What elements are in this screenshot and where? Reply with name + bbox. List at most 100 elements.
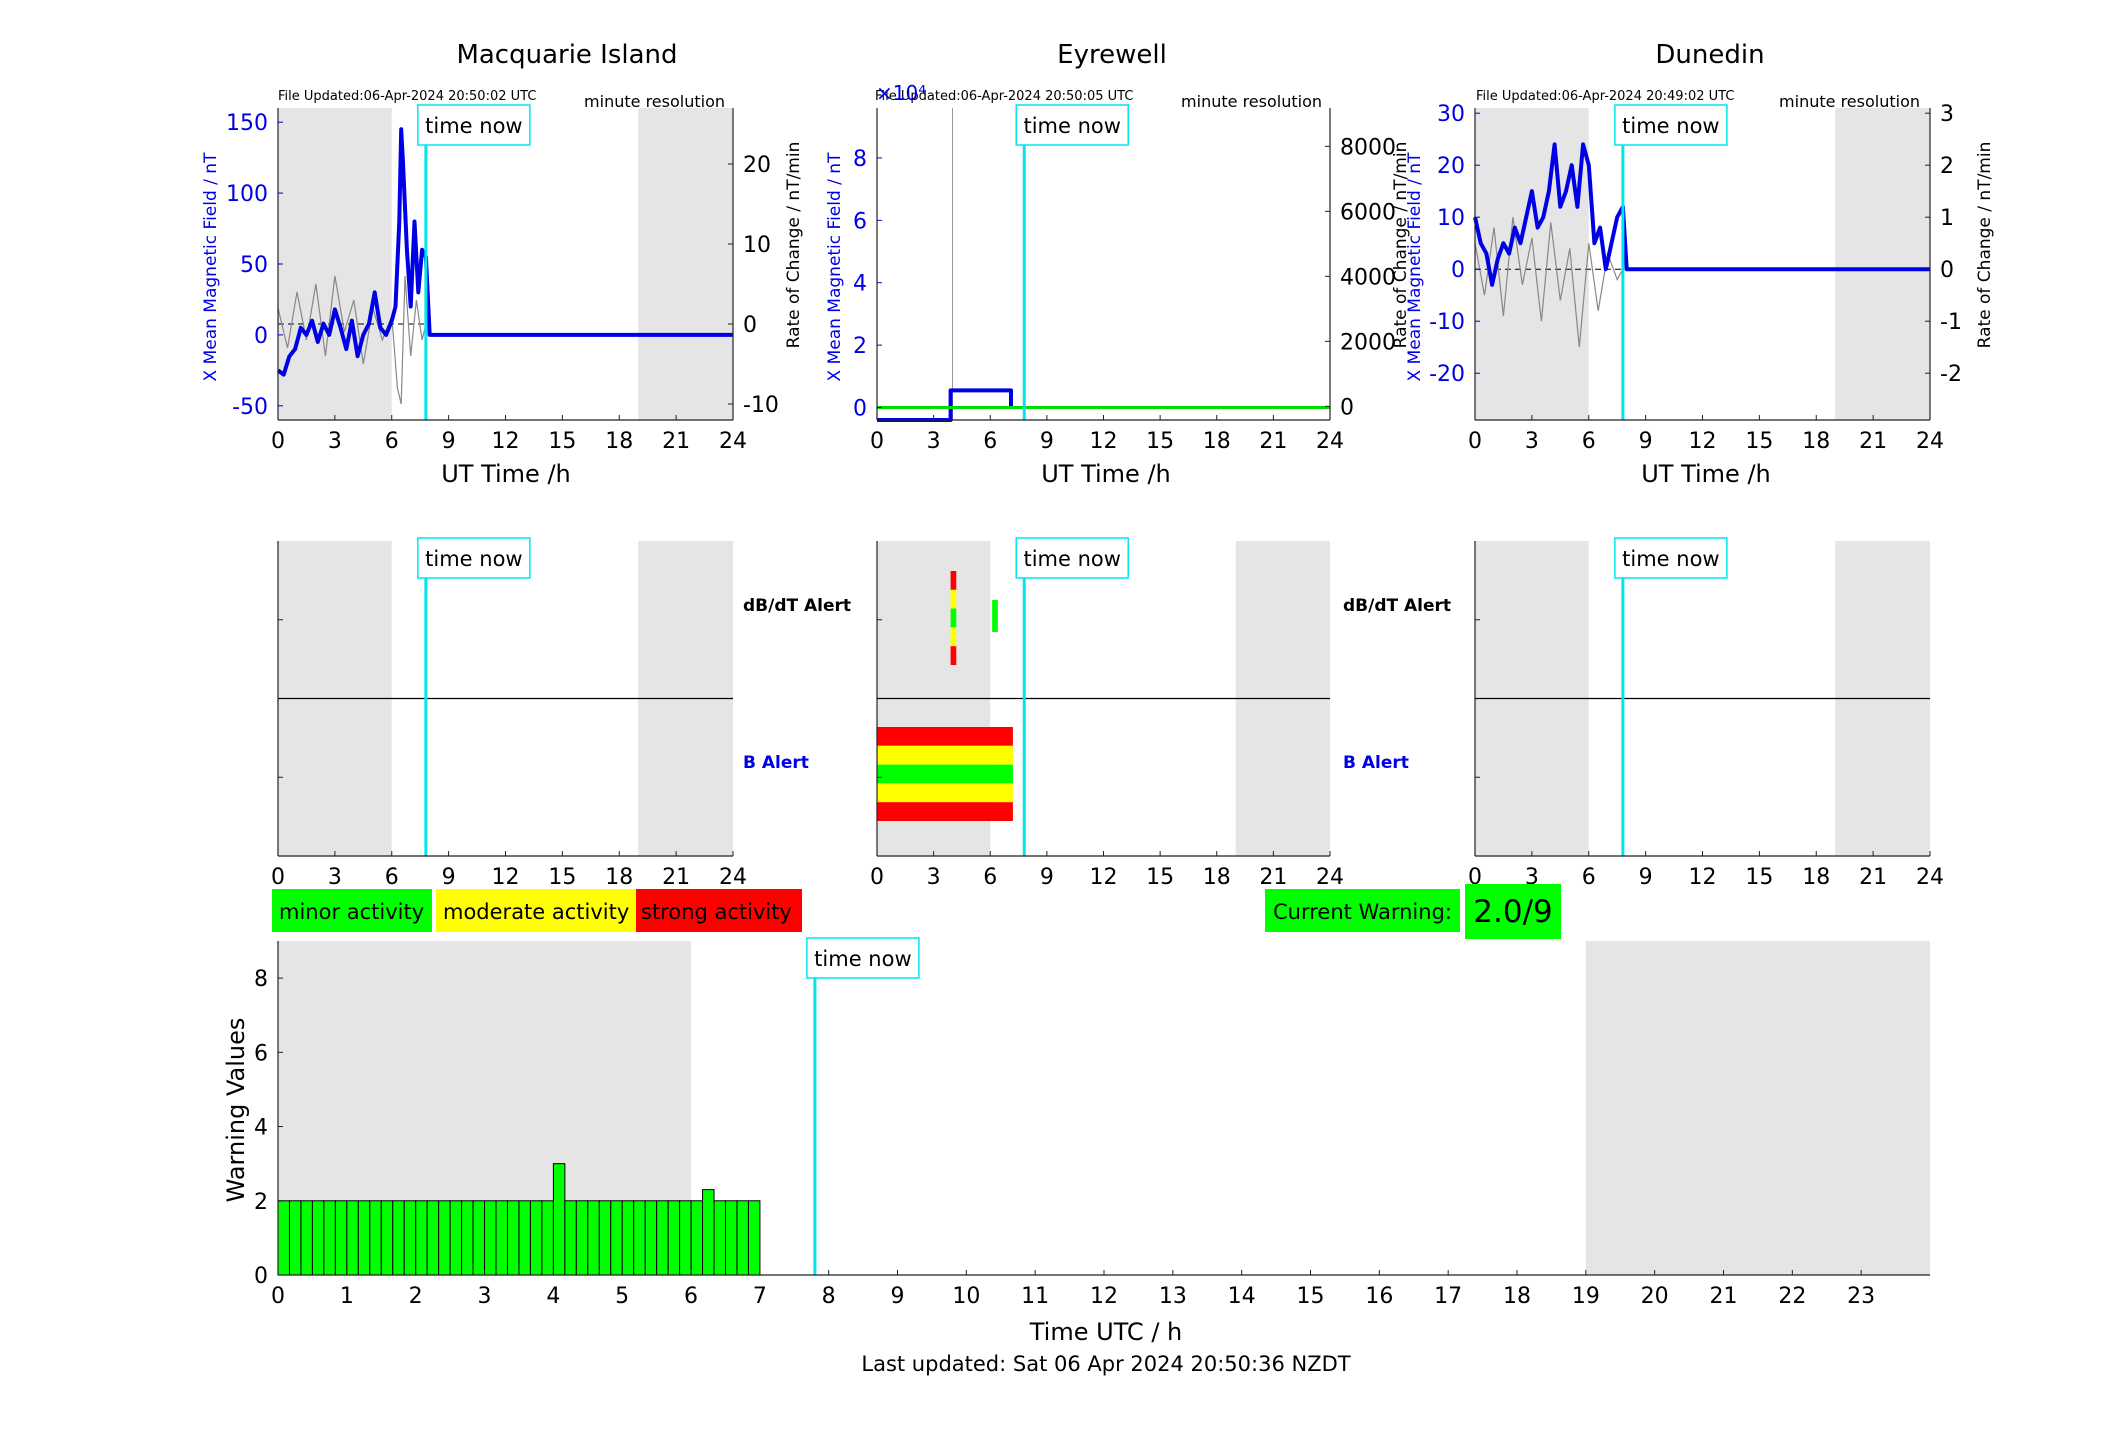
warning-bar-10 bbox=[392, 1200, 405, 1276]
xtick-label-alert-dunedin-4: 12 bbox=[1689, 865, 1717, 890]
time-now-box-macquarie bbox=[417, 104, 531, 146]
bottom-ytick-label-3: 6 bbox=[254, 1041, 268, 1066]
rate-series-dunedin bbox=[1474, 217, 1624, 348]
xtick-label-alert-macquarie-4: 12 bbox=[492, 865, 520, 890]
warning-bar-31 bbox=[633, 1200, 646, 1276]
y2tick-label-dunedin-2: 0 bbox=[1940, 258, 1954, 283]
xtick-label-alert-dunedin-3: 9 bbox=[1639, 865, 1653, 890]
xtick-label-top-dunedin-5: 15 bbox=[1745, 429, 1773, 454]
y2tick-label-macquarie-3: 20 bbox=[743, 153, 771, 178]
time-now-box-dunedin bbox=[1614, 104, 1728, 146]
ytick-label-dunedin-4: 20 bbox=[1437, 154, 1465, 179]
xtick-label-top-eyrewell-0: 0 bbox=[870, 429, 884, 454]
xtick-label-alert-macquarie-1: 3 bbox=[328, 865, 342, 890]
xtick-label-top-dunedin-6: 18 bbox=[1802, 429, 1830, 454]
xtick-label-alert-dunedin-8: 24 bbox=[1916, 865, 1944, 890]
resolution-dunedin: minute resolution bbox=[1779, 92, 1920, 111]
bottom-xtick-label-7: 7 bbox=[753, 1284, 767, 1309]
dbdt-alert-eyrewell-0-4 bbox=[950, 646, 957, 665]
xtick-label-alert-eyrewell-6: 18 bbox=[1203, 865, 1231, 890]
time-now-label-dunedin: time now bbox=[1622, 114, 1719, 138]
warning-bar-17 bbox=[472, 1200, 486, 1276]
legend-strong-label: strong activity bbox=[641, 900, 792, 924]
ytick-label-macquarie-2: 50 bbox=[240, 253, 268, 278]
bottom-ytick-label-2: 4 bbox=[254, 1116, 268, 1141]
xtick-label-top-macquarie-2: 6 bbox=[385, 429, 399, 454]
bottom-xtick-label-18: 18 bbox=[1503, 1284, 1531, 1309]
xtick-label-top-dunedin-8: 24 bbox=[1916, 429, 1944, 454]
resolution-eyrewell: minute resolution bbox=[1181, 92, 1322, 111]
ylabel-left-eyrewell: X Mean Magnetic Field / nT bbox=[825, 152, 845, 382]
xtick-label-top-macquarie-5: 15 bbox=[548, 429, 576, 454]
ytick-label-macquarie-0: -50 bbox=[232, 395, 268, 420]
legend-minor-swatch bbox=[272, 889, 432, 932]
bottom-xtick-label-23: 23 bbox=[1847, 1284, 1875, 1309]
station-title-eyrewell: Eyrewell bbox=[1057, 40, 1167, 70]
xtick-label-alert-eyrewell-2: 6 bbox=[983, 865, 997, 890]
xtick-label-alert-macquarie-8: 24 bbox=[719, 865, 747, 890]
dbdt-alert-label-macquarie: dB/dT Alert bbox=[743, 596, 851, 616]
xtick-label-alert-dunedin-1: 3 bbox=[1525, 865, 1539, 890]
legend-strong-swatch bbox=[636, 889, 802, 932]
warning-bar-19 bbox=[495, 1200, 508, 1276]
warning-bar-0 bbox=[277, 1200, 290, 1276]
ytick-label-macquarie-1: 0 bbox=[254, 324, 268, 349]
warning-bar-34 bbox=[667, 1200, 681, 1276]
warning-bar-37 bbox=[702, 1189, 715, 1276]
y2tick-label-dunedin-0: -2 bbox=[1940, 362, 1962, 387]
dbdt-alert-eyrewell-0-0 bbox=[950, 571, 957, 590]
dbdt-alert-eyrewell-0-1 bbox=[950, 589, 957, 609]
warning-bar-12 bbox=[415, 1200, 428, 1276]
ylabel-left-macquarie: X Mean Magnetic Field / nT bbox=[201, 152, 221, 382]
b-alert-eyrewell-0-1 bbox=[877, 745, 1013, 765]
current-warning-value-box bbox=[1465, 884, 1561, 939]
ytick-label-dunedin-2: 0 bbox=[1451, 258, 1465, 283]
warning-bar-14 bbox=[438, 1200, 451, 1276]
xtick-label-alert-dunedin-0: 0 bbox=[1468, 865, 1482, 890]
xtick-label-alert-eyrewell-5: 15 bbox=[1146, 865, 1174, 890]
field-series-eyrewell-0 bbox=[877, 388, 1013, 422]
xtick-label-top-macquarie-6: 18 bbox=[605, 429, 633, 454]
y2tick-label-eyrewell-0: 0 bbox=[1340, 395, 1354, 420]
bottom-ytick-label-0: 0 bbox=[254, 1264, 268, 1289]
xlabel-dunedin: UT Time /h bbox=[1641, 460, 1771, 488]
night-shade-bottom-1 bbox=[1585, 941, 1930, 1275]
warning-bar-2 bbox=[300, 1200, 313, 1276]
legend-moderate-swatch bbox=[436, 889, 636, 932]
bottom-xtick-label-2: 2 bbox=[409, 1284, 423, 1309]
warning-bar-28 bbox=[598, 1200, 612, 1276]
warning-bar-25 bbox=[564, 1200, 577, 1276]
xtick-label-alert-eyrewell-3: 9 bbox=[1040, 865, 1054, 890]
resolution-macquarie: minute resolution bbox=[584, 92, 725, 111]
warning-bar-33 bbox=[656, 1200, 669, 1276]
y2tick-label-macquarie-2: 10 bbox=[743, 233, 771, 258]
bottom-xtick-label-10: 10 bbox=[952, 1284, 980, 1309]
bottom-xtick-label-14: 14 bbox=[1228, 1284, 1256, 1309]
warning-bar-35 bbox=[679, 1200, 692, 1276]
time-now-label-alert-macquarie: time now bbox=[425, 547, 522, 571]
warning-bar-29 bbox=[610, 1200, 623, 1276]
bottom-xtick-label-4: 4 bbox=[546, 1284, 560, 1309]
xtick-label-top-dunedin-2: 6 bbox=[1582, 429, 1596, 454]
bottom-xtick-label-13: 13 bbox=[1159, 1284, 1187, 1309]
warning-bar-20 bbox=[506, 1200, 520, 1276]
bottom-xtick-label-16: 16 bbox=[1365, 1284, 1393, 1309]
warning-bar-21 bbox=[518, 1200, 531, 1276]
xtick-label-alert-dunedin-5: 15 bbox=[1745, 865, 1773, 890]
ytick-label-macquarie-3: 100 bbox=[226, 182, 268, 207]
time-now-label-bottom: time now bbox=[814, 947, 911, 971]
ytick-label-eyrewell-3: 6 bbox=[853, 209, 867, 234]
xtick-label-alert-macquarie-7: 21 bbox=[662, 865, 690, 890]
xtick-label-top-dunedin-0: 0 bbox=[1468, 429, 1482, 454]
xlabel-macquarie: UT Time /h bbox=[441, 460, 571, 488]
xtick-label-top-macquarie-1: 3 bbox=[328, 429, 342, 454]
field-series-dunedin-0 bbox=[1473, 142, 1930, 287]
warning-bar-27 bbox=[587, 1200, 600, 1276]
xtick-label-top-macquarie-0: 0 bbox=[271, 429, 285, 454]
xtick-label-top-macquarie-8: 24 bbox=[719, 429, 747, 454]
y2tick-label-eyrewell-4: 8000 bbox=[1340, 135, 1396, 160]
file-updated-dunedin: File Updated:06-Apr-2024 20:49:02 UTC bbox=[1476, 89, 1734, 104]
bottom-xtick-label-8: 8 bbox=[822, 1284, 836, 1309]
file-updated-macquarie: File Updated:06-Apr-2024 20:50:02 UTC bbox=[278, 89, 536, 104]
bottom-xtick-label-15: 15 bbox=[1297, 1284, 1325, 1309]
